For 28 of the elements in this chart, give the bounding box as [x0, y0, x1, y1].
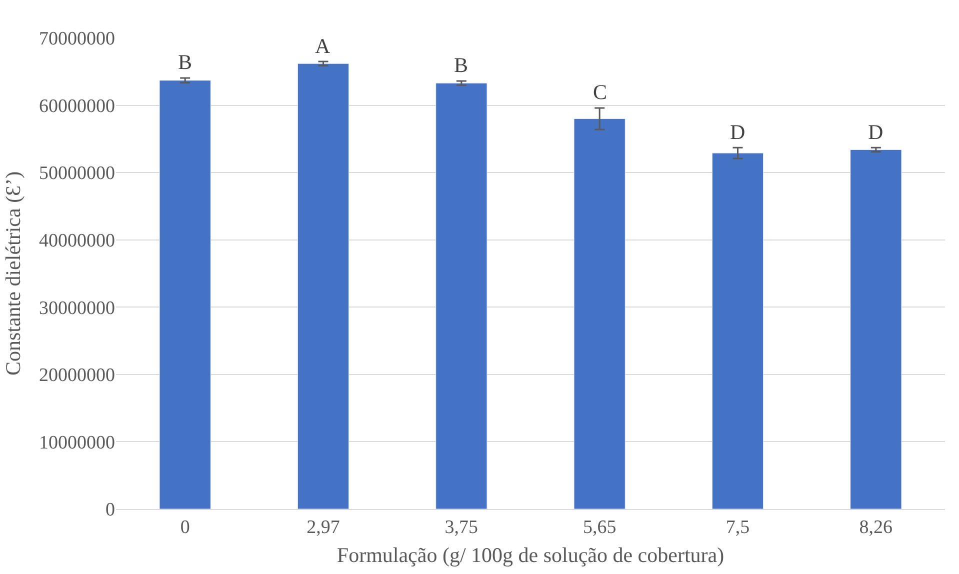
annotation: D — [730, 120, 746, 144]
bar — [436, 82, 488, 509]
y-tick-label: 70000000 — [39, 28, 115, 50]
x-tick-label: 0 — [180, 516, 190, 538]
y-tick-label: 60000000 — [39, 96, 115, 117]
x-tick-label: 5,65 — [582, 516, 616, 538]
bar — [159, 80, 211, 509]
annotation: B — [454, 53, 468, 77]
annotation: A — [315, 34, 331, 58]
bar — [712, 152, 764, 509]
bar — [574, 118, 626, 509]
y-tick-label: 50000000 — [39, 163, 115, 184]
x-axis-title: Formulação (g/ 100g de solução de cobertura) — [336, 543, 724, 567]
bar — [297, 63, 350, 509]
y-tick-label: 40000000 — [39, 230, 115, 252]
x-tick-label: 2,97 — [306, 516, 340, 538]
annotation: B — [178, 50, 192, 74]
x-tick-label: 7,5 — [726, 516, 750, 538]
y-axis-title: Constante dielétrica (Ɛ’) — [1, 171, 26, 376]
x-tick-label: 8,26 — [859, 516, 893, 538]
y-tick-label: 10000000 — [39, 432, 115, 454]
bar — [850, 149, 902, 509]
y-tick-label: 20000000 — [39, 365, 115, 386]
y-tick-label: 0 — [106, 500, 115, 521]
y-tick-label: 30000000 — [39, 298, 115, 319]
annotation: C — [593, 80, 608, 104]
annotation: D — [868, 120, 884, 144]
x-tick-label: 3,75 — [444, 516, 478, 538]
